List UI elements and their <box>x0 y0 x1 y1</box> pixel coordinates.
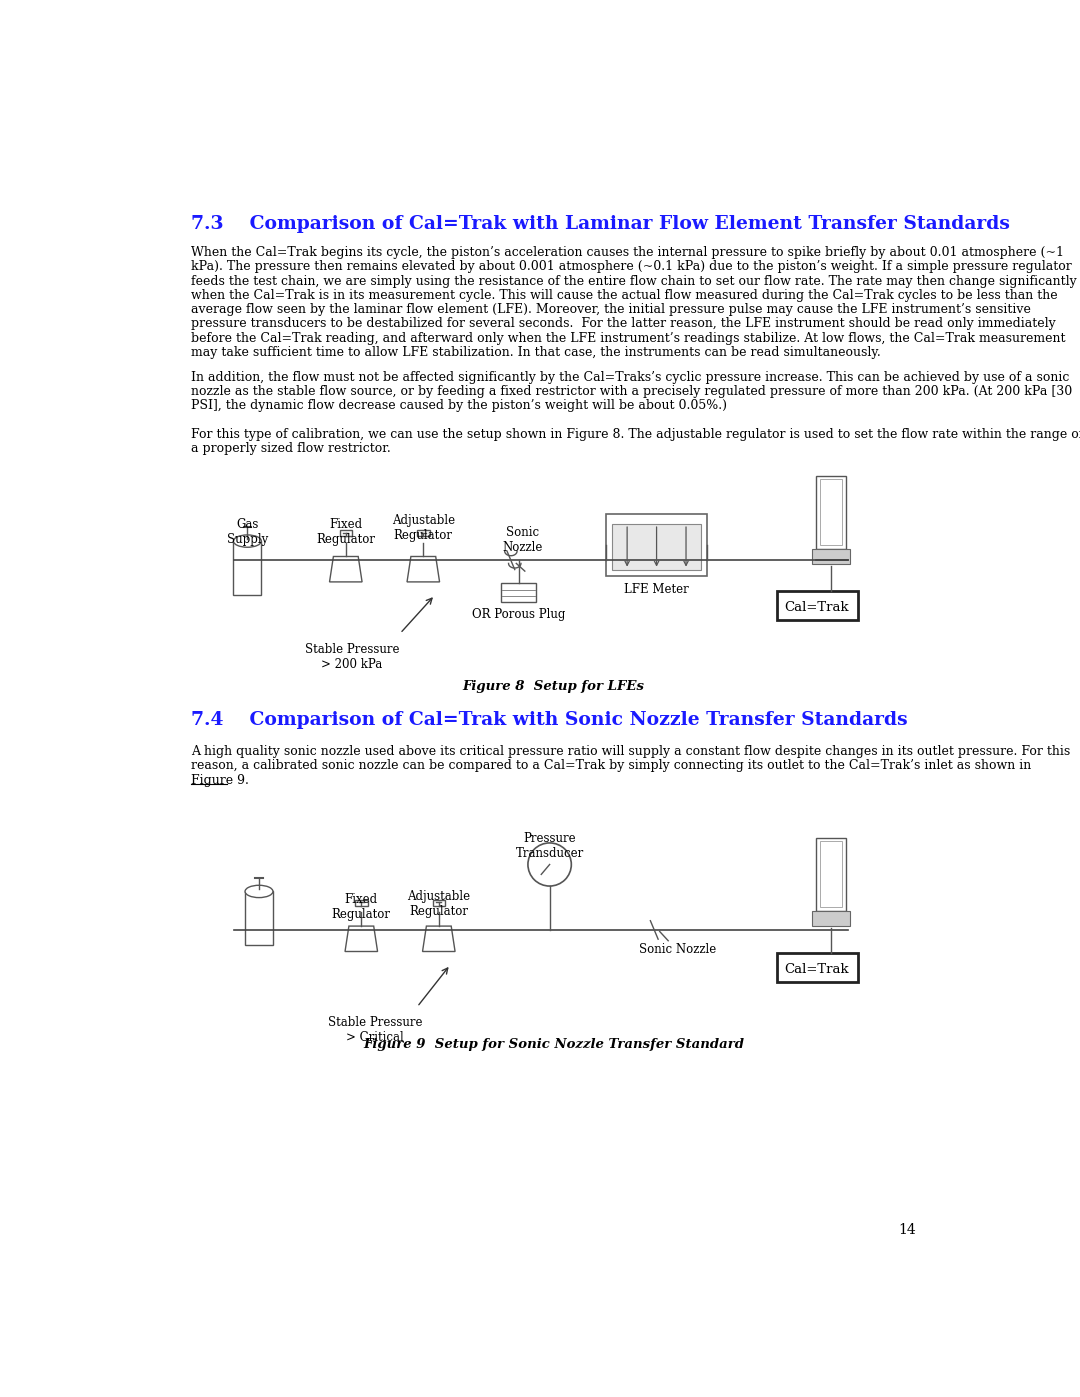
Bar <box>777 591 859 620</box>
Polygon shape <box>345 926 378 951</box>
Text: Cal=Trak: Cal=Trak <box>785 963 849 975</box>
Text: when the Cal=Trak is in its measurement cycle. This will cause the actual flow m: when the Cal=Trak is in its measurement … <box>191 289 1057 302</box>
Text: Fixed
Regulator: Fixed Regulator <box>316 518 376 546</box>
Text: OR Porous Plug: OR Porous Plug <box>472 608 565 622</box>
Bar <box>777 953 859 982</box>
Ellipse shape <box>245 886 273 898</box>
Polygon shape <box>422 926 455 951</box>
Bar <box>816 475 846 549</box>
Text: Cal=Trak: Cal=Trak <box>785 601 849 613</box>
Bar <box>433 900 445 907</box>
Bar <box>816 838 846 911</box>
Text: Sonic
Nozzle: Sonic Nozzle <box>502 525 542 553</box>
Text: LFE Meter: LFE Meter <box>624 584 689 597</box>
Text: Adjustable
Regulator: Adjustable Regulator <box>392 514 455 542</box>
Bar <box>606 514 707 576</box>
Circle shape <box>528 842 571 886</box>
Bar <box>820 479 841 545</box>
Text: 7.3    Comparison of Cal=Trak with Laminar Flow Element Transfer Standards: 7.3 Comparison of Cal=Trak with Laminar … <box>191 215 1010 233</box>
Bar <box>417 531 430 536</box>
Text: 7.4    Comparison of Cal=Trak with Sonic Nozzle Transfer Standards: 7.4 Comparison of Cal=Trak with Sonic No… <box>191 711 907 729</box>
Text: nozzle as the stable flow source, or by feeding a fixed restrictor with a precis: nozzle as the stable flow source, or by … <box>191 386 1072 398</box>
Bar <box>233 541 261 595</box>
Text: average flow seen by the laminar flow element (LFE). Moreover, the initial press: average flow seen by the laminar flow el… <box>191 303 1030 316</box>
Text: Gas
Supply: Gas Supply <box>227 518 268 546</box>
Bar <box>812 549 850 564</box>
Text: Stable Pressure
> 200 kPa: Stable Pressure > 200 kPa <box>305 643 400 671</box>
Text: In addition, the flow must not be affected significantly by the Cal=Traks’s cycl: In addition, the flow must not be affect… <box>191 372 1069 384</box>
Bar <box>812 911 850 926</box>
Text: a properly sized flow restrictor.: a properly sized flow restrictor. <box>191 441 391 455</box>
Text: Figure 9.: Figure 9. <box>191 774 248 787</box>
Text: Figure 9  Setup for Sonic Nozzle Transfer Standard: Figure 9 Setup for Sonic Nozzle Transfer… <box>363 1038 744 1051</box>
Ellipse shape <box>233 535 261 548</box>
Polygon shape <box>407 556 440 583</box>
Text: may take sufficient time to allow LFE stabilization. In that case, the instrumen: may take sufficient time to allow LFE st… <box>191 346 880 359</box>
Text: PSI], the dynamic flow decrease caused by the piston’s weight will be about 0.05: PSI], the dynamic flow decrease caused b… <box>191 400 727 412</box>
Text: Fixed
Regulator: Fixed Regulator <box>332 893 391 921</box>
Text: When the Cal=Trak begins its cycle, the piston’s acceleration causes the interna: When the Cal=Trak begins its cycle, the … <box>191 246 1064 260</box>
Bar <box>612 524 701 570</box>
Text: Adjustable
Regulator: Adjustable Regulator <box>407 890 471 918</box>
Text: Pressure
Transducer: Pressure Transducer <box>515 833 584 861</box>
Text: Figure 8  Setup for LFEs: Figure 8 Setup for LFEs <box>462 680 645 693</box>
Polygon shape <box>329 556 362 583</box>
Bar <box>245 891 273 946</box>
Text: feeds the test chain, we are simply using the resistance of the entire flow chai: feeds the test chain, we are simply usin… <box>191 275 1077 288</box>
Text: 14: 14 <box>899 1222 916 1236</box>
Text: Sonic Nozzle: Sonic Nozzle <box>639 943 716 956</box>
Text: kPa). The pressure then remains elevated by about 0.001 atmosphere (~0.1 kPa) du: kPa). The pressure then remains elevated… <box>191 260 1071 274</box>
Bar <box>339 531 352 536</box>
Text: pressure transducers to be destabilized for several seconds.  For the latter rea: pressure transducers to be destabilized … <box>191 317 1055 331</box>
Bar <box>355 900 367 907</box>
Text: For this type of calibration, we can use the setup shown in Figure 8. The adjust: For this type of calibration, we can use… <box>191 427 1080 441</box>
Text: A high quality sonic nozzle used above its critical pressure ratio will supply a: A high quality sonic nozzle used above i… <box>191 745 1070 759</box>
Text: before the Cal=Trak reading, and afterward only when the LFE instrument’s readin: before the Cal=Trak reading, and afterwa… <box>191 331 1065 345</box>
Bar <box>820 841 841 907</box>
Text: reason, a calibrated sonic nozzle can be compared to a Cal=Trak by simply connec: reason, a calibrated sonic nozzle can be… <box>191 760 1031 773</box>
Bar <box>501 584 537 602</box>
Text: Stable Pressure
> Critical: Stable Pressure > Critical <box>328 1016 422 1044</box>
